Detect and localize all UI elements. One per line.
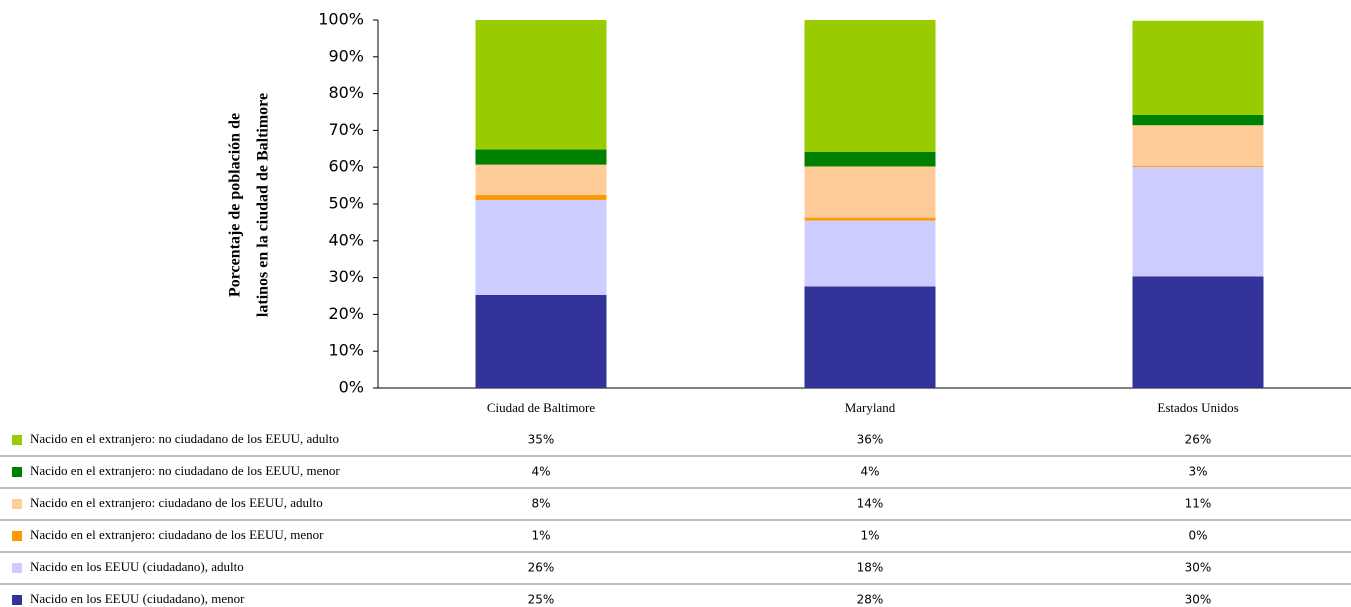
legend-label: Nacido en el extranjero: no ciudadano de…	[30, 431, 339, 446]
legend-swatch	[12, 499, 22, 509]
legend-swatch	[12, 467, 22, 477]
table-value: 8%	[531, 497, 550, 511]
bar-segment	[475, 194, 607, 200]
bar-segment	[804, 151, 936, 167]
y-tick-label: 80%	[328, 83, 364, 102]
table-value: 1%	[860, 529, 879, 543]
y-tick-label: 70%	[328, 120, 364, 139]
y-tick-label: 90%	[328, 46, 364, 65]
table-value: 36%	[857, 433, 884, 447]
y-tick-label: 40%	[328, 230, 364, 249]
table-value: 30%	[1185, 593, 1212, 607]
legend-swatch	[12, 595, 22, 605]
bar-segment	[804, 220, 936, 287]
table-value: 0%	[1188, 529, 1207, 543]
table-value: 30%	[1185, 561, 1212, 575]
table-value: 25%	[528, 593, 555, 607]
bar-segment	[1132, 166, 1264, 277]
y-tick-label: 100%	[318, 10, 364, 29]
x-tick-label: Estados Unidos	[1157, 400, 1238, 415]
y-tick-label: 30%	[328, 267, 364, 286]
legend-label: Nacido en los EEUU (ciudadano), menor	[30, 591, 245, 606]
bar-segment	[1132, 114, 1264, 126]
y-tick-label: 50%	[328, 194, 364, 213]
table-value: 1%	[531, 529, 550, 543]
x-tick-label: Ciudad de Baltimore	[487, 400, 596, 415]
table-value: 28%	[857, 593, 884, 607]
bar-segment	[1132, 20, 1264, 115]
legend-swatch	[12, 563, 22, 573]
legend-label: Nacido en los EEUU (ciudadano), adulto	[30, 559, 244, 574]
table-value: 11%	[1185, 497, 1212, 511]
table-value: 4%	[531, 465, 550, 479]
y-tick-label: 0%	[339, 378, 364, 397]
table-value: 35%	[528, 433, 555, 447]
bar-segment	[804, 20, 936, 152]
table-value: 26%	[528, 561, 555, 575]
bar-segment	[475, 149, 607, 165]
y-axis-title-line: latinos en la ciudad de Baltimore	[255, 93, 272, 317]
table-value: 18%	[857, 561, 884, 575]
table-value: 4%	[860, 465, 879, 479]
legend-swatch	[12, 435, 22, 445]
legend-label: Nacido en el extranjero: no ciudadano de…	[30, 463, 340, 478]
legend-label: Nacido en el extranjero: ciudadano de lo…	[30, 495, 323, 510]
bar-segment	[804, 166, 936, 218]
legend-label: Nacido en el extranjero: ciudadano de lo…	[30, 527, 324, 542]
legend-swatch	[12, 531, 22, 541]
bar-segment	[804, 286, 936, 388]
y-tick-label: 60%	[328, 157, 364, 176]
bar-segment	[475, 164, 607, 195]
bar-segment	[804, 217, 936, 221]
bar-segment	[1132, 165, 1264, 167]
y-tick-label: 10%	[328, 341, 364, 360]
bar-segment	[1132, 125, 1264, 166]
x-tick-label: Maryland	[845, 400, 896, 415]
y-axis-title-line: Porcentaje de población de	[227, 113, 244, 297]
y-axis-title: Porcentaje de población de latinos en la…	[227, 93, 272, 317]
bar-segment	[475, 20, 607, 150]
table-value: 26%	[1185, 433, 1212, 447]
bar-segment	[475, 199, 607, 295]
table-value: 3%	[1188, 465, 1207, 479]
bar-segment	[1132, 276, 1264, 388]
table-value: 14%	[857, 497, 884, 511]
y-tick-label: 20%	[328, 304, 364, 323]
bar-segment	[475, 294, 607, 388]
